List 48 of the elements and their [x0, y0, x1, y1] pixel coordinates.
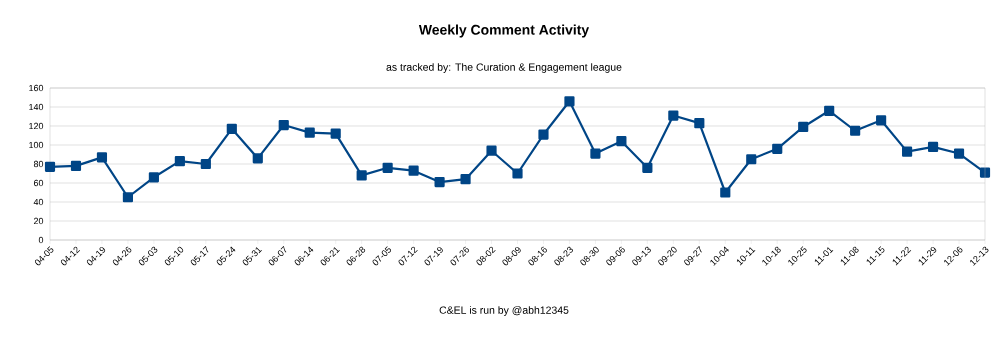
point [746, 154, 757, 165]
y-tick-label: 100 [29, 141, 44, 149]
point [434, 176, 445, 188]
chart-subtitle: as tracked by: The Curation & Engagement league [386, 63, 622, 73]
chart-title: Weekly Comment Activity [418, 24, 590, 38]
point [694, 118, 705, 129]
point [174, 156, 185, 167]
point [616, 136, 627, 147]
point [70, 160, 82, 171]
point [564, 96, 575, 107]
point [486, 145, 497, 156]
point [953, 148, 965, 159]
point [927, 141, 939, 152]
y-tick-label: 80 [33, 160, 44, 168]
y-tick-label: 0 [38, 236, 44, 244]
point [876, 115, 887, 126]
point [512, 168, 523, 179]
text: C&EL is run by @abh12345 [439, 306, 569, 316]
point [668, 110, 679, 121]
point [278, 119, 289, 131]
point [226, 123, 237, 134]
point [590, 148, 601, 159]
point [122, 192, 134, 203]
y-tick-label: 20 [33, 217, 44, 225]
point [720, 187, 731, 198]
point [824, 105, 835, 116]
point [772, 143, 783, 154]
point [330, 128, 341, 139]
point [642, 162, 653, 173]
point [304, 127, 315, 138]
point [798, 121, 809, 133]
point [538, 129, 549, 140]
point [44, 161, 56, 172]
y-tick-label: 120 [29, 122, 44, 130]
point [96, 152, 108, 163]
point [356, 170, 367, 181]
point [850, 125, 861, 136]
point [902, 146, 913, 157]
point [460, 174, 471, 185]
y-tick-label: 140 [29, 103, 44, 111]
point [148, 172, 159, 183]
point [252, 153, 263, 164]
point [408, 165, 419, 176]
y-tick-label: 40 [33, 198, 44, 206]
point [200, 158, 211, 170]
y-tick-label: 60 [33, 179, 44, 187]
point [382, 162, 393, 173]
y-tick-label: 160 [29, 84, 44, 92]
